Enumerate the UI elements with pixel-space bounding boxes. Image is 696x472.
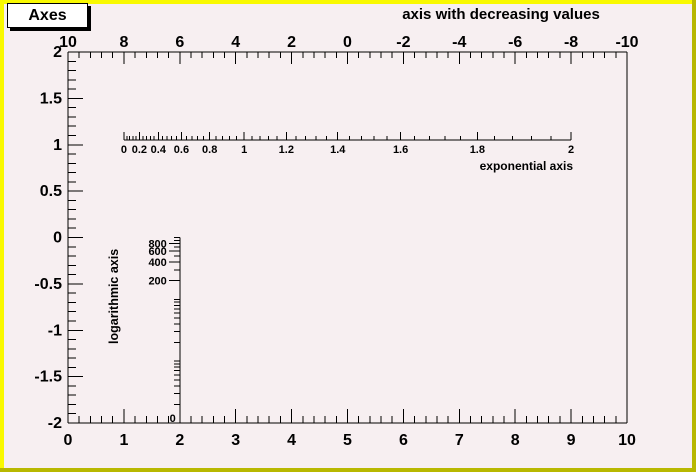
histogram-title-label: Axes <box>28 6 67 24</box>
svg-text:10: 10 <box>59 34 77 51</box>
svg-text:-1: -1 <box>48 322 62 339</box>
svg-text:0.6: 0.6 <box>174 144 189 156</box>
svg-text:0.2: 0.2 <box>132 144 147 156</box>
svg-text:0: 0 <box>121 144 127 156</box>
svg-text:6: 6 <box>175 34 184 51</box>
logarithmic-axis-title: logarithmic axis <box>107 248 121 344</box>
svg-text:800: 800 <box>148 238 166 250</box>
svg-text:5: 5 <box>343 432 352 449</box>
svg-text:600: 600 <box>148 246 166 258</box>
svg-text:7: 7 <box>455 432 464 449</box>
svg-text:-0.5: -0.5 <box>34 276 62 293</box>
svg-text:0: 0 <box>53 230 62 247</box>
svg-text:0.5: 0.5 <box>40 183 62 200</box>
svg-text:0.8: 0.8 <box>202 144 217 156</box>
svg-text:1.8: 1.8 <box>470 144 485 156</box>
canvas-border-left <box>0 0 4 472</box>
canvas-border-bottom <box>0 468 696 472</box>
svg-text:4: 4 <box>231 34 240 51</box>
canvas-border-top <box>0 0 696 4</box>
svg-text:400: 400 <box>148 257 166 269</box>
exponential-axis-title: exponential axis <box>479 159 573 173</box>
svg-text:-10: -10 <box>615 34 638 51</box>
svg-text:-4: -4 <box>452 34 466 51</box>
svg-text:4: 4 <box>287 432 296 449</box>
svg-text:0: 0 <box>170 413 176 425</box>
histogram-title-box[interactable]: Axes <box>7 3 88 28</box>
svg-text:10: 10 <box>618 432 636 449</box>
svg-text:-6: -6 <box>508 34 522 51</box>
svg-text:0: 0 <box>343 34 352 51</box>
svg-text:8: 8 <box>511 432 520 449</box>
left-axis[interactable]: 2 1.5 1 0.5 0 -0.5 -1 -1.5 -2 <box>34 44 83 432</box>
svg-text:1: 1 <box>53 137 62 154</box>
svg-text:8: 8 <box>119 34 128 51</box>
svg-text:9: 9 <box>567 432 576 449</box>
svg-text:0.4: 0.4 <box>151 144 167 156</box>
svg-text:2: 2 <box>53 44 62 61</box>
svg-text:-2: -2 <box>48 415 62 432</box>
exponential-axis[interactable]: 0 0.2 0.4 0.6 0.8 1 1.2 1.4 1.6 1.8 2 <box>121 132 574 156</box>
svg-text:3: 3 <box>231 432 240 449</box>
svg-text:1.2: 1.2 <box>279 144 294 156</box>
svg-text:0: 0 <box>64 432 73 449</box>
svg-text:-8: -8 <box>564 34 578 51</box>
svg-text:2: 2 <box>287 34 296 51</box>
svg-text:6: 6 <box>399 432 408 449</box>
svg-text:2: 2 <box>175 432 184 449</box>
canvas-border-right <box>692 0 696 472</box>
svg-text:1.5: 1.5 <box>40 90 62 107</box>
svg-text:-2: -2 <box>396 34 410 51</box>
svg-text:1: 1 <box>119 432 128 449</box>
svg-text:-1.5: -1.5 <box>34 369 62 386</box>
svg-text:1.6: 1.6 <box>393 144 408 156</box>
svg-text:1.4: 1.4 <box>330 144 346 156</box>
svg-text:1: 1 <box>241 144 247 156</box>
bottom-axis[interactable]: 0 1 2 3 4 5 6 7 8 9 10 <box>64 409 636 449</box>
svg-text:2: 2 <box>568 144 574 156</box>
top-axis-title: axis with decreasing values <box>402 6 600 23</box>
svg-text:200: 200 <box>148 276 166 288</box>
top-axis[interactable]: 10 8 6 4 2 0 -2 -4 -6 -8 -10 <box>59 34 639 64</box>
